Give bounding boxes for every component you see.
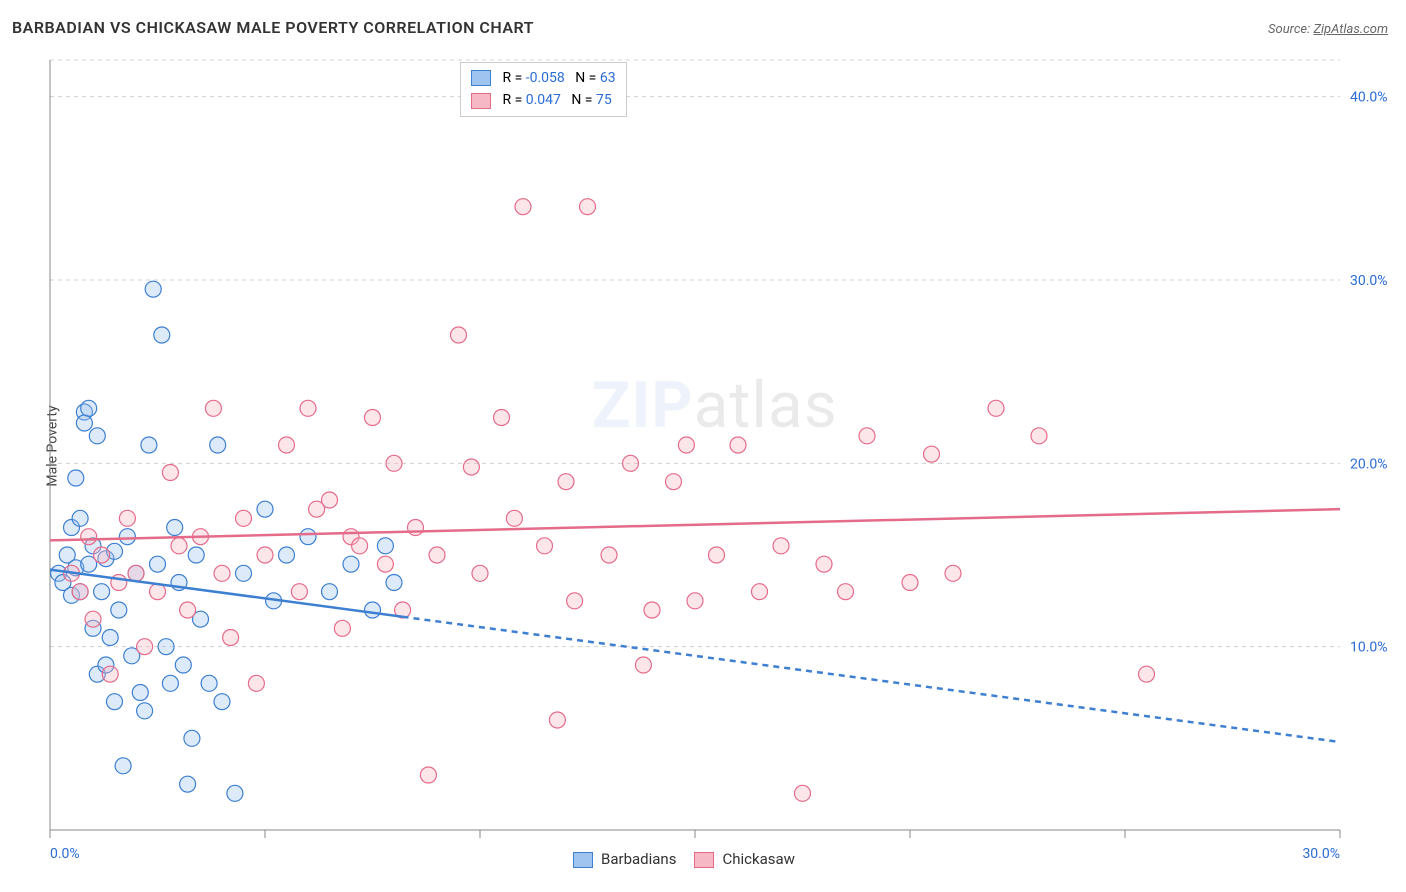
scatter-plot: 10.0% 20.0% 30.0% 40.0% 0.0% 30.0% (0, 0, 1406, 892)
correlation-legend: R = -0.058 N = 63 R = 0.047 N = 75 (460, 62, 627, 117)
legend-swatch (573, 852, 593, 868)
legend-label: Barbadians (601, 850, 676, 868)
svg-text:20.0%: 20.0% (1350, 456, 1388, 472)
legend-swatch (694, 852, 714, 868)
svg-text:40.0%: 40.0% (1350, 90, 1388, 106)
svg-text:0.0%: 0.0% (50, 846, 80, 862)
legend-row: R = -0.058 N = 63 (471, 67, 616, 89)
legend-label: Chickasaw (722, 850, 794, 868)
svg-text:30.0%: 30.0% (1350, 273, 1388, 289)
svg-text:30.0%: 30.0% (1302, 846, 1340, 862)
legend-row: R = 0.047 N = 75 (471, 89, 616, 111)
svg-text:10.0%: 10.0% (1350, 640, 1388, 656)
series-legend: Barbadians Chickasaw (555, 850, 795, 868)
